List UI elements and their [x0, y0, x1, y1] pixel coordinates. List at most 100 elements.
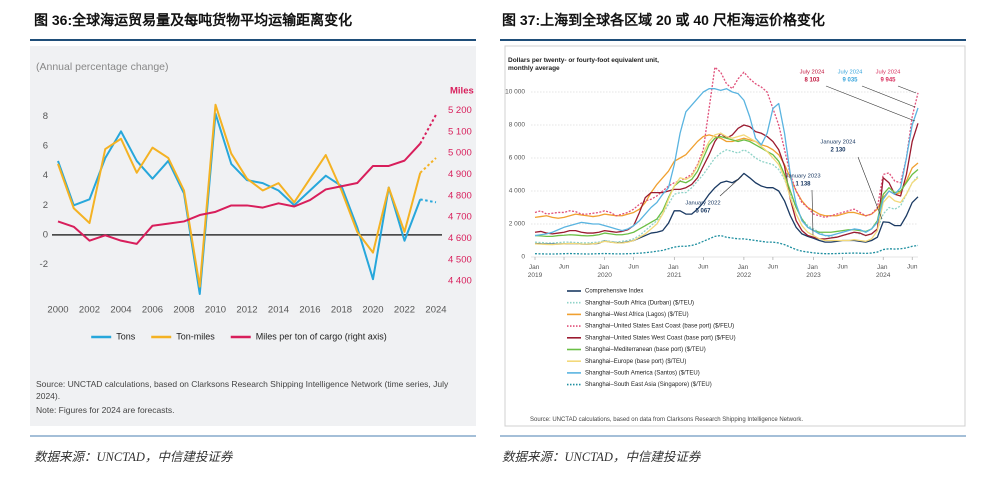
x-tick-label: Jan 2024 [876, 264, 891, 279]
footer: 数据来源：UNCTAD，中信建投证券 [502, 450, 701, 464]
x-tick-label: Jan 2021 [667, 264, 682, 279]
y-tick-label: 8 000 [509, 122, 526, 129]
series-line [534, 134, 919, 219]
y2-tick-label: 4 400 [448, 276, 472, 287]
legend-label: Tons [116, 331, 136, 341]
x-tick-label: Jun [698, 264, 709, 271]
y-tick-label: -2 [40, 259, 48, 270]
panel [504, 45, 966, 427]
annotation-value: 5 067 [695, 209, 711, 215]
x-tick-label: 2024 [425, 305, 446, 316]
legend-label: Shanghai–Mediterranean (base port) ($/TE… [585, 347, 706, 353]
source: Source: UNCTAD calculations, based on Cl… [36, 379, 449, 401]
annotation: July 2024 [876, 70, 902, 76]
legend-label: Shanghai–United States West Coast (base … [585, 335, 736, 341]
y2-tick-label: 4 700 [448, 212, 472, 223]
annotation-arrow [861, 85, 916, 108]
series-line [57, 142, 421, 245]
legend-label: Shanghai–United States East Coast (base … [585, 324, 734, 330]
y-tick-label: 4 [43, 170, 48, 181]
x-tick-label: Jan 2023 [806, 264, 821, 279]
y2-tick-label: 4 500 [448, 254, 472, 265]
annotation-value: 9 945 [880, 78, 896, 84]
legend-label: Miles per ton of cargo (right axis) [256, 331, 387, 341]
y2-tick-label: 5 000 [448, 148, 472, 159]
y-tick-label: 8 [43, 111, 48, 122]
y-tick-label: 0 [521, 254, 525, 261]
annotation-value: 9 035 [842, 78, 858, 84]
series-line [534, 234, 919, 255]
x-tick-label: 2008 [173, 305, 194, 316]
annotation: July 2024 [800, 70, 826, 76]
series-line [534, 88, 919, 237]
y2-tick-label: 5 100 [448, 126, 472, 137]
x-tick-label: 2014 [268, 305, 289, 316]
series-line [534, 135, 919, 238]
y2-tick-label: 4 800 [448, 190, 472, 201]
x-tick-label: 2016 [299, 305, 320, 316]
annotation-value: 8 103 [804, 78, 820, 84]
x-tick-label: 2002 [79, 305, 100, 316]
panel [30, 46, 476, 426]
annotation: January 2024 [820, 140, 856, 146]
x-tick-label: Jun [768, 264, 779, 271]
series-line [57, 103, 422, 288]
figure-title: 图 36:全球海运贸易量及每吨货物平均运输距离变化 [34, 12, 353, 28]
y-tick-label: 0 [43, 229, 48, 240]
annotation: January 2023 [785, 174, 820, 180]
annotation-arrow [825, 85, 916, 122]
y-tick-label: 2 000 [509, 221, 526, 228]
legend-label: Shanghai–Europe (base port) ($/TEU) [585, 359, 686, 365]
figure-title: 图 37:上海到全球各区域 20 或 40 尺柜海运价格变化 [502, 12, 825, 28]
x-tick-label: Jun [837, 264, 848, 271]
source: Source: UNCTAD calculations, based on da… [530, 417, 804, 423]
x-tick-label: Jun [907, 264, 918, 271]
forecast-line [419, 157, 437, 174]
forecast-line [419, 114, 437, 145]
annotation: January 2022 [685, 201, 720, 207]
legend-label: Shanghai–South America (Santos) ($/TEU) [585, 370, 700, 376]
y2-tick-label: 5 200 [448, 105, 472, 116]
x-tick-label: 2000 [47, 305, 68, 316]
x-tick-label: 2020 [362, 305, 383, 316]
series-line [534, 149, 919, 244]
footer: 数据来源：UNCTAD，中信建投证券 [34, 450, 233, 464]
y-tick-label: 4 000 [509, 188, 526, 195]
legend-label: Shanghai–South Africa (Durban) ($/TEU) [585, 300, 694, 306]
y-tick-label: 10 000 [505, 89, 525, 96]
y2-tick-label: 4 900 [448, 169, 472, 180]
y2-tick-label: 4 600 [448, 233, 472, 244]
x-tick-label: Jun [628, 264, 639, 271]
x-tick-label: 2018 [331, 305, 352, 316]
annotation: July 2024 [838, 70, 864, 76]
legend-label: Shanghai–South East Asia (Singapore) ($/… [585, 382, 712, 388]
annotation-arrow [857, 156, 883, 220]
x-tick-label: 2004 [110, 305, 131, 316]
y-tick-label: 2 [43, 200, 48, 211]
note: Note: Figures for 2024 are forecasts. [36, 405, 175, 415]
x-tick-label: Jan 2022 [737, 264, 752, 279]
y2-axis-label: Miles [450, 86, 474, 97]
x-tick-label: 2010 [205, 305, 226, 316]
x-tick-label: Jan 2020 [597, 264, 612, 279]
x-tick-label: 2006 [142, 305, 163, 316]
y-tick-label: 6 [43, 141, 48, 152]
series-line [534, 132, 919, 246]
series-line [534, 66, 919, 219]
x-tick-label: Jun [559, 264, 570, 271]
legend-label: Comprehensive Index [585, 289, 643, 295]
legend-label: Shanghai–West Africa (Lagos) ($/TEU) [585, 312, 689, 318]
annotation-value: 2 130 [830, 148, 846, 154]
annotation-arrow [719, 175, 743, 197]
annotation-arrow [811, 189, 814, 236]
x-tick-label: 2022 [394, 305, 415, 316]
subtitle: (Annual percentage change) [36, 61, 169, 73]
y-axis-label: Dollars per twenty- or fourty-foot equiv… [508, 57, 659, 72]
y-tick-label: 6 000 [509, 155, 526, 162]
legend-label: Ton-miles [176, 331, 215, 341]
x-tick-label: 2012 [236, 305, 257, 316]
annotation-arrow [897, 85, 917, 94]
annotation-value: 1 138 [795, 182, 811, 188]
